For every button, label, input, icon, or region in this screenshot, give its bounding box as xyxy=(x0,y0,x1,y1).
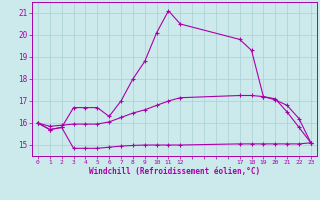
X-axis label: Windchill (Refroidissement éolien,°C): Windchill (Refroidissement éolien,°C) xyxy=(89,167,260,176)
